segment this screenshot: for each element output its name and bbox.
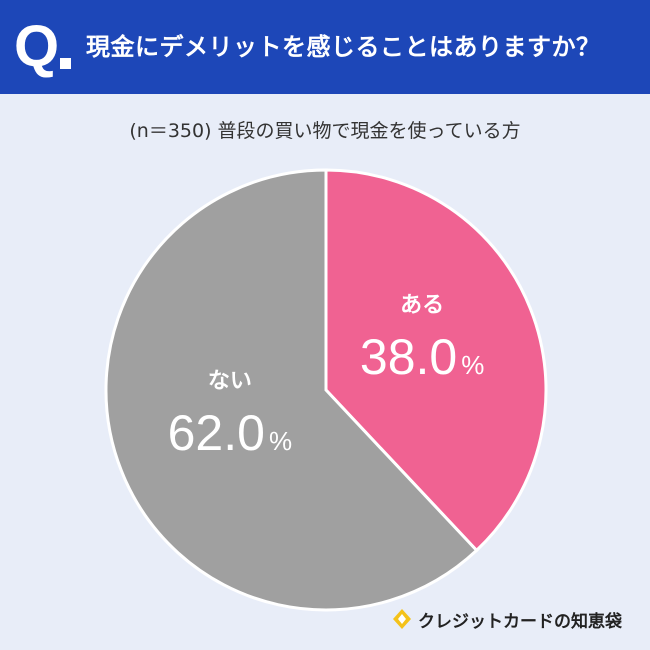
pie-slice-1 xyxy=(104,168,479,612)
q-mark: Q xyxy=(14,14,60,79)
question-header: Q 現金にデメリットを感じることはありますか？ xyxy=(0,0,650,94)
slice-value-0: 38.0% xyxy=(360,329,484,385)
brand-logo: クレジットカードの知恵袋 xyxy=(392,604,622,634)
pie-slice-0 xyxy=(324,168,548,553)
slice-label-0: ある xyxy=(400,293,444,318)
q-dot xyxy=(60,58,71,69)
question-text: 現金にデメリットを感じることはありますか？ xyxy=(86,33,601,61)
brand-name: クレジットカードの知恵袋 xyxy=(418,611,622,632)
slice-value-1: 62.0% xyxy=(168,405,292,461)
slice-label-1: ない xyxy=(208,369,252,394)
gold-diamond-icon xyxy=(393,609,411,629)
survey-subtitle: (n＝350) 普段の買い物で現金を使っている方 xyxy=(129,120,521,142)
